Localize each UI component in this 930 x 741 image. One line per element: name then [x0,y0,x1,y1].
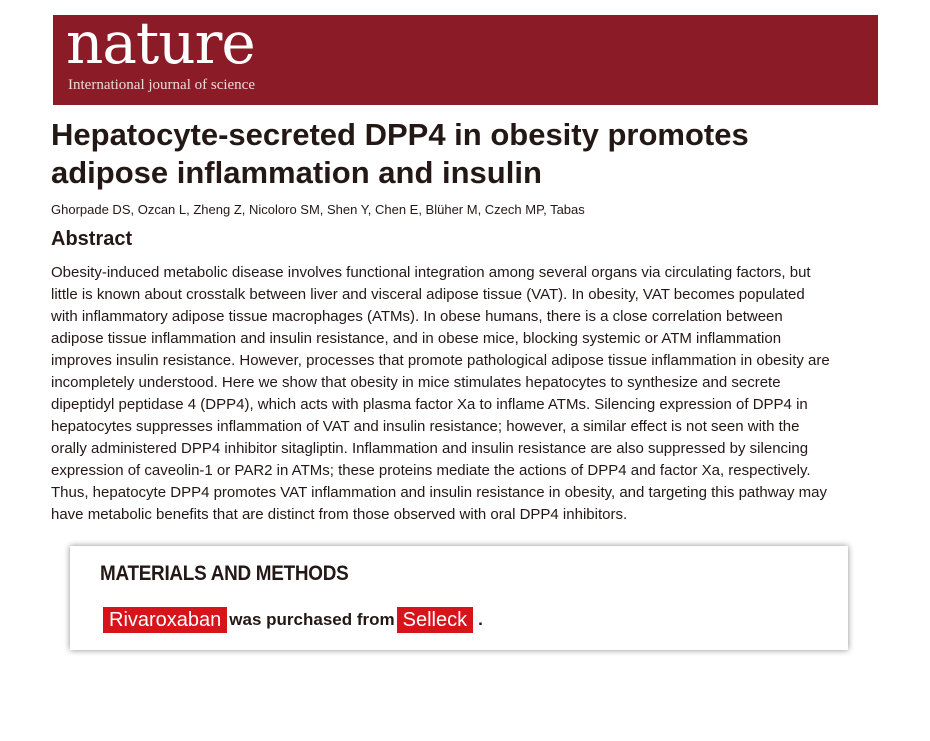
callout-sentence: Rivaroxaban was purchased from Selleck . [103,607,485,633]
callout-heading: MATERIALS AND METHODS [100,562,349,585]
abstract-body: Obesity-induced metabolic disease involv… [51,262,830,526]
abstract-line: with inflammatory adipose tissue macroph… [51,308,783,325]
journal-tagline: International journal of science [68,77,256,93]
abstract-line: incompletely understood. Here we show th… [51,374,781,391]
abstract-line: Obesity-induced metabolic disease involv… [51,264,811,281]
abstract-line: adipose tissue inflammation and insulin … [51,330,782,347]
abstract-line: have metabolic benefits that are distinc… [51,506,628,523]
abstract-line: little is known about crosstalk between … [51,286,805,303]
title-line: Hepatocyte-secreted DPP4 in obesity prom… [51,117,749,152]
authors: Ghorpade DS, Ozcan L, Zheng Z, Nicoloro … [51,202,585,217]
abstract-line: expression of caveolin-1 or PAR2 in ATMs… [51,462,811,479]
abstract-line: Thus, hepatocyte DPP4 promotes VAT infla… [51,484,827,501]
article-title: Hepatocyte-secreted DPP4 in obesity prom… [51,116,911,192]
compound-highlight: Rivaroxaban [103,607,228,633]
abstract-line: dipeptidyl peptidase 4 (DPP4), which act… [51,396,808,413]
abstract-line: orally administered DPP4 inhibitor sitag… [51,440,809,457]
title-line: adipose inflammation and insulin [51,155,542,190]
abstract-heading: Abstract [51,228,133,250]
callout-text: was purchased from [229,610,395,629]
materials-methods-callout: MATERIALS AND METHODS Rivaroxaban was pu… [70,546,848,650]
supplier-highlight: Selleck [396,607,474,633]
abstract-line: hepatocytes suppresses inflammation of V… [51,418,800,435]
abstract-line: improves insulin resistance. However, pr… [51,352,830,369]
nature-logo: nature [66,9,256,77]
journal-banner: nature International journal of science [53,9,878,105]
callout-period: . [478,610,483,629]
